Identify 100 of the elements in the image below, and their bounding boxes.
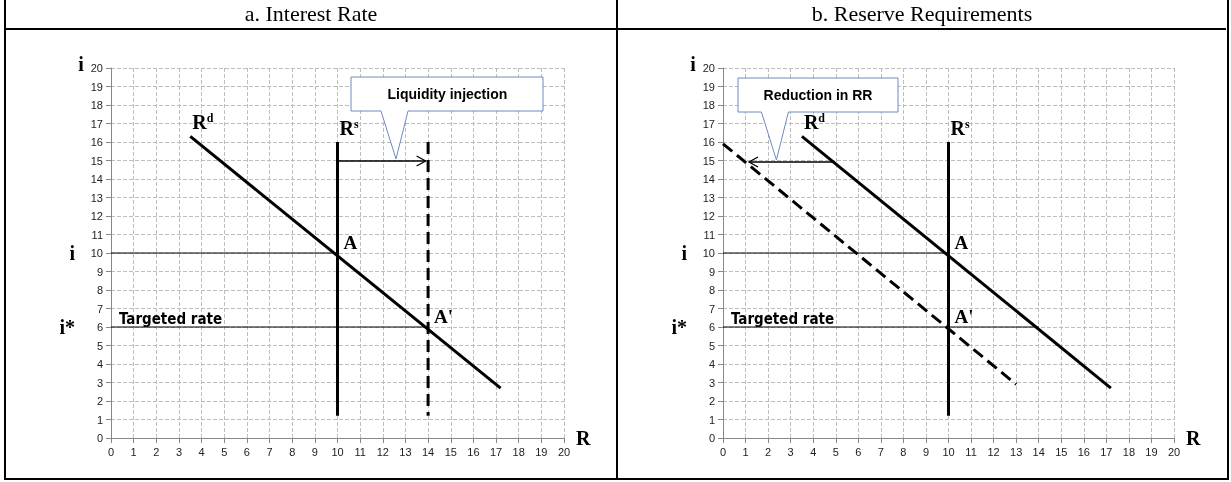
x-tick-label: 0	[107, 445, 115, 458]
x-tick-label: 8	[289, 445, 296, 458]
x-tick-label: 20	[1167, 445, 1181, 458]
x-tick-label: 0	[719, 445, 727, 458]
annotation: A'	[954, 306, 974, 327]
x-tick-label: 16	[467, 445, 480, 458]
x-tick-label: 13	[399, 445, 412, 458]
y-tick-label: 0	[708, 432, 715, 444]
annotation: Liquidity injection	[387, 85, 508, 102]
series-label: i	[681, 242, 688, 264]
y-tick-label: 3	[96, 376, 103, 389]
y-tick-label: 9	[708, 265, 715, 278]
y-tick-label: 3	[708, 376, 715, 389]
x-tick-label: 9	[922, 445, 930, 458]
x-tick-label: 11	[965, 445, 977, 458]
y-tick-label: 20	[702, 62, 715, 74]
x-tick-label: 20	[557, 445, 571, 458]
x-tick-label: 12	[987, 445, 1000, 458]
y-tick-label: 14	[90, 173, 103, 185]
x-tick-label: 12	[376, 445, 389, 458]
y-tick-label: 19	[702, 80, 715, 93]
x-tick-label: 6	[243, 445, 250, 458]
y-tick-label: 15	[90, 154, 103, 167]
x-tick-label: 7	[877, 445, 884, 458]
y-tick-label: 17	[90, 117, 103, 130]
x-tick-label: 6	[855, 445, 862, 458]
y-tick-label: 5	[708, 339, 715, 352]
annotation: A	[954, 232, 969, 253]
x-axis-title: R	[1186, 427, 1202, 449]
x-tick-label: 13	[1010, 445, 1023, 458]
y-tick-label: 6	[96, 321, 103, 333]
x-tick-label: 9	[311, 445, 318, 458]
x-tick-label: 10	[331, 445, 344, 458]
x-tick-label: 4	[810, 445, 817, 458]
x-tick-label: 2	[765, 445, 772, 458]
y-axis-title: i	[690, 53, 697, 75]
x-tick-label: 11	[354, 445, 366, 458]
y-tick-label: 8	[96, 284, 103, 296]
x-tick-label: 16	[1077, 445, 1090, 458]
x-tick-label: 18	[1122, 445, 1136, 458]
x-tick-label: 17	[489, 445, 503, 458]
y-tick-label: 1	[96, 413, 103, 426]
x-axis-title: R	[576, 427, 592, 449]
annotation: Reduction in RR	[763, 87, 873, 104]
x-tick-label: 8	[900, 445, 907, 458]
y-tick-label: 4	[708, 358, 715, 370]
y-tick-label: 9	[96, 265, 103, 278]
x-tick-label: 15	[1055, 445, 1068, 458]
x-tick-label: 18	[512, 445, 525, 458]
x-tick-label: 10	[942, 445, 955, 458]
y-tick-label: 16	[90, 136, 103, 148]
x-tick-label: 1	[742, 445, 749, 458]
x-tick-label: 2	[153, 445, 160, 458]
y-tick-label: 20	[90, 62, 103, 74]
x-tick-label: 19	[1145, 445, 1158, 458]
y-tick-label: 12	[90, 210, 103, 222]
y-tick-label: 10	[90, 247, 103, 259]
x-tick-label: 17	[1100, 445, 1113, 458]
chart-title: a. Interest Rate	[6, 0, 616, 30]
x-tick-label: 15	[444, 445, 457, 458]
y-tick-label: 5	[96, 339, 103, 352]
y-tick-label: 18	[90, 99, 103, 111]
y-tick-label: 2	[708, 395, 715, 407]
y-tick-label: 0	[96, 432, 103, 444]
x-tick-label: 19	[535, 445, 548, 458]
y-tick-label: 7	[96, 302, 103, 315]
y-tick-label: 6	[708, 321, 715, 333]
y-tick-label: 8	[708, 284, 715, 296]
y-tick-label: 7	[708, 302, 715, 315]
y-tick-label: 15	[702, 154, 715, 167]
y-tick-label: 12	[702, 210, 715, 222]
x-tick-label: 5	[221, 445, 228, 458]
y-tick-label: 13	[90, 191, 103, 204]
y-tick-label: 17	[702, 117, 715, 130]
y-tick-label: 2	[96, 395, 103, 407]
chart-title: b. Reserve Requirements	[618, 0, 1226, 30]
y-tick-label: 13	[702, 191, 715, 204]
x-tick-label: 3	[787, 445, 794, 458]
y-tick-label: 11	[703, 228, 715, 241]
y-tick-label: 18	[702, 99, 715, 111]
y-tick-label: 16	[702, 136, 715, 148]
x-tick-label: 3	[175, 445, 183, 458]
x-tick-label: 14	[421, 445, 435, 458]
y-tick-label: 10	[702, 247, 715, 259]
y-tick-label: 14	[702, 173, 715, 185]
x-tick-label: 4	[198, 445, 205, 458]
series-label: i	[69, 242, 76, 264]
y-tick-label: 4	[96, 358, 103, 370]
x-tick-label: 5	[832, 445, 839, 458]
series-label: i*	[671, 316, 687, 338]
y-tick-label: 11	[91, 228, 103, 241]
annotation: A'	[434, 306, 454, 327]
series-label: i*	[59, 316, 75, 338]
y-tick-label: 1	[708, 413, 715, 426]
y-axis-title: i	[78, 53, 85, 75]
x-tick-label: 1	[130, 445, 137, 458]
annotation: Targeted rate	[119, 309, 223, 328]
annotation: Targeted rate	[731, 309, 835, 328]
y-tick-label: 19	[90, 80, 103, 93]
annotation: A	[343, 232, 358, 253]
